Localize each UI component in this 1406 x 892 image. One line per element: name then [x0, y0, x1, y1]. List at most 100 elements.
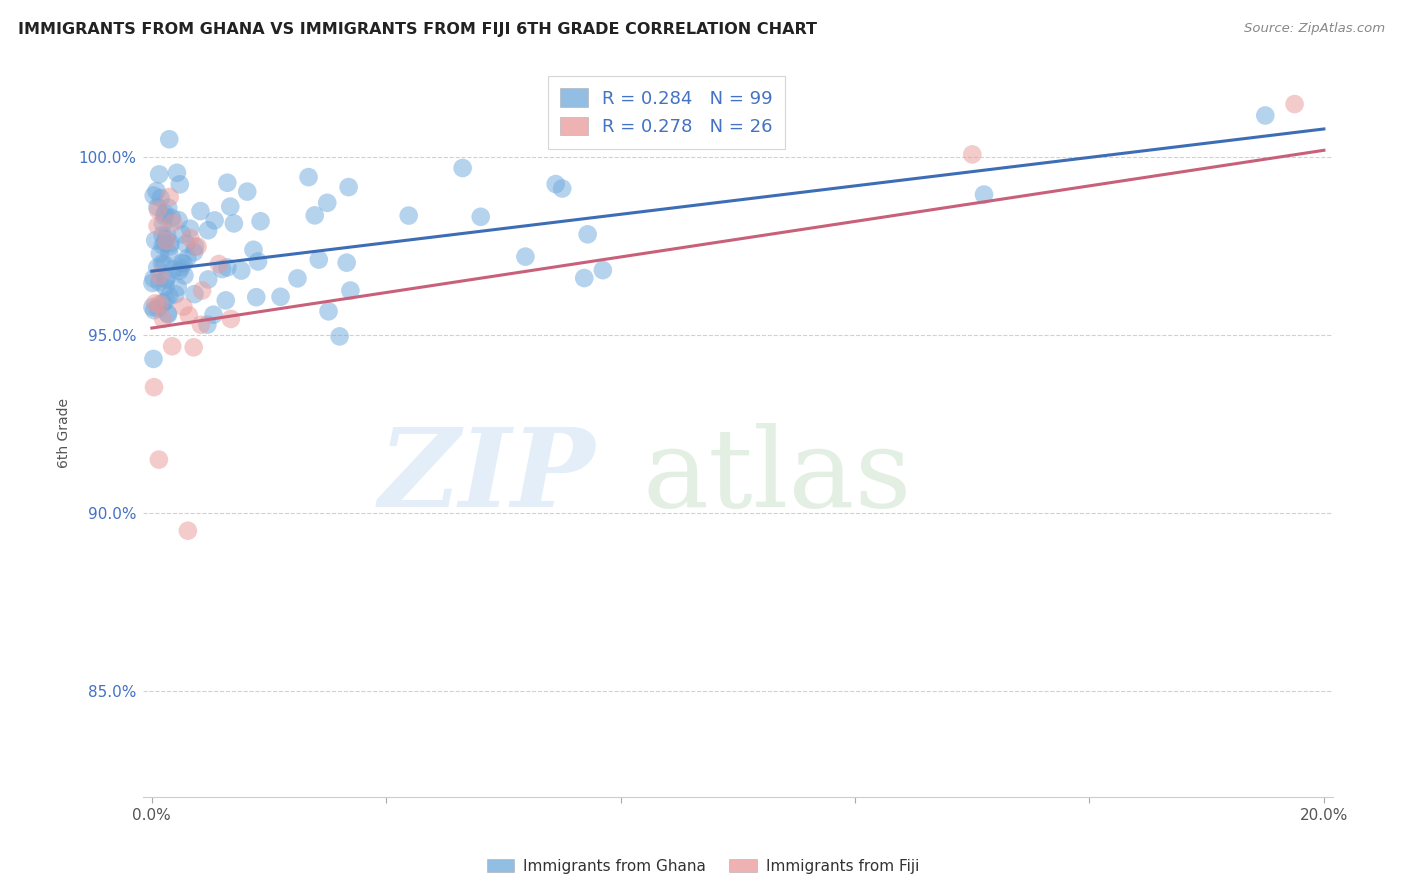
Point: [159, 239, 181, 253]
Point: [169, 178, 191, 192]
Point: [170, 260, 193, 275]
Point: [143, 296, 166, 310]
Point: [197, 318, 219, 332]
Point: [179, 231, 201, 245]
Point: [146, 200, 169, 214]
Point: [143, 380, 166, 394]
Point: [152, 227, 174, 242]
Point: [172, 300, 194, 314]
Point: [157, 201, 180, 215]
Point: [197, 223, 219, 237]
Point: [141, 300, 163, 314]
Point: [197, 272, 219, 286]
Point: [149, 191, 172, 205]
Point: [245, 290, 267, 304]
Point: [157, 246, 180, 260]
Point: [141, 276, 163, 290]
Point: [219, 312, 242, 326]
Point: [146, 301, 169, 316]
Point: [148, 275, 170, 289]
Point: [166, 166, 188, 180]
Point: [165, 287, 187, 301]
Point: [159, 190, 181, 204]
Point: [177, 309, 200, 323]
Point: [249, 214, 271, 228]
Point: [153, 235, 176, 250]
Point: [162, 262, 184, 277]
Point: [231, 263, 253, 277]
Point: [592, 263, 614, 277]
Point: [169, 264, 191, 278]
Point: [187, 239, 209, 253]
Point: [183, 287, 205, 301]
Point: [1254, 108, 1277, 122]
Point: [242, 243, 264, 257]
Text: IMMIGRANTS FROM GHANA VS IMMIGRANTS FROM FIJI 6TH GRADE CORRELATION CHART: IMMIGRANTS FROM GHANA VS IMMIGRANTS FROM…: [18, 22, 817, 37]
Text: atlas: atlas: [643, 423, 912, 530]
Point: [337, 180, 360, 194]
Point: [544, 177, 567, 191]
Point: [153, 257, 176, 271]
Point: [146, 202, 169, 217]
Point: [316, 195, 339, 210]
Point: [191, 284, 214, 298]
Point: [157, 307, 180, 321]
Point: [962, 147, 984, 161]
Point: [219, 200, 242, 214]
Point: [143, 303, 166, 318]
Point: [153, 206, 176, 220]
Point: [146, 219, 169, 233]
Point: [451, 161, 474, 175]
Point: [515, 250, 537, 264]
Point: [162, 216, 184, 230]
Point: [176, 251, 198, 265]
Point: [149, 246, 172, 260]
Point: [174, 236, 197, 251]
Point: [190, 204, 212, 219]
Legend: Immigrants from Ghana, Immigrants from Fiji: Immigrants from Ghana, Immigrants from F…: [481, 853, 925, 880]
Point: [145, 184, 167, 198]
Point: [236, 185, 259, 199]
Point: [142, 188, 165, 202]
Point: [304, 208, 326, 222]
Point: [157, 289, 180, 303]
Point: [156, 306, 179, 320]
Point: [177, 524, 200, 538]
Point: [149, 268, 172, 283]
Point: [398, 209, 420, 223]
Point: [142, 351, 165, 366]
Point: [202, 308, 225, 322]
Point: [148, 452, 170, 467]
Point: [153, 209, 176, 223]
Point: [146, 260, 169, 275]
Point: [297, 170, 319, 185]
Point: [183, 245, 205, 260]
Point: [152, 238, 174, 252]
Point: [183, 340, 205, 354]
Point: [215, 293, 238, 308]
Y-axis label: 6th Grade: 6th Grade: [58, 398, 72, 468]
Point: [148, 297, 170, 311]
Point: [159, 236, 181, 251]
Point: [184, 239, 207, 253]
Point: [152, 311, 174, 326]
Point: [148, 167, 170, 181]
Point: [155, 293, 177, 308]
Point: [179, 221, 201, 235]
Point: [167, 213, 190, 227]
Point: [318, 304, 340, 318]
Point: [166, 280, 188, 294]
Point: [173, 268, 195, 283]
Point: [339, 284, 361, 298]
Point: [222, 216, 245, 230]
Point: [155, 280, 177, 294]
Point: [170, 256, 193, 270]
Point: [336, 255, 359, 269]
Point: [270, 290, 292, 304]
Point: [170, 227, 193, 242]
Point: [287, 271, 309, 285]
Point: [973, 187, 995, 202]
Point: [143, 233, 166, 247]
Point: [574, 271, 596, 285]
Point: [247, 254, 270, 268]
